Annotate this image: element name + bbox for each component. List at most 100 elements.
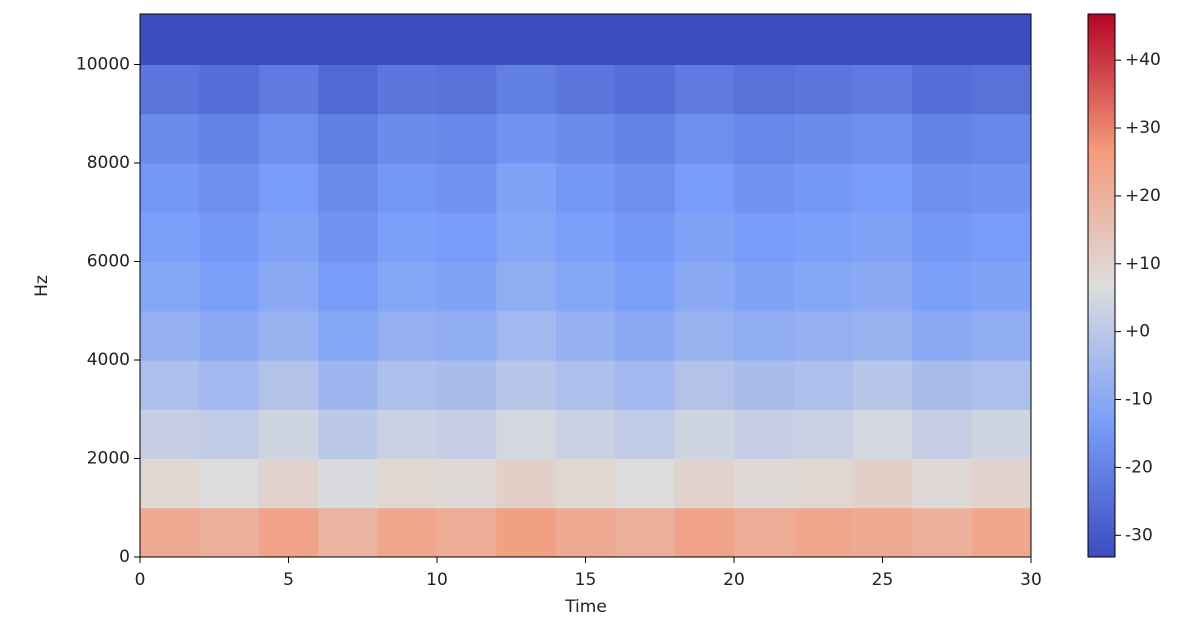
heatmap-cell [912,64,973,115]
heatmap-cell [377,261,438,312]
heatmap-cell [437,458,497,509]
heatmap-cell [199,162,260,213]
heatmap-cell [437,14,497,65]
heatmap-cell [377,113,438,164]
heatmap-cell [615,409,676,459]
heatmap-cell [555,409,616,459]
heatmap-cell [971,507,1032,558]
heatmap-cell [140,310,200,361]
colorbar-tick-label: +10 [1125,254,1161,274]
heatmap-cell [852,212,913,262]
heatmap-cell [615,113,676,164]
heatmap-cell [377,507,438,558]
x-tick-label: 25 [872,570,894,590]
heatmap-cell [199,310,260,361]
heatmap-cell [140,359,200,410]
heatmap-cell [377,14,438,65]
heatmap-cell [555,113,616,164]
heatmap-cell [912,409,973,459]
heatmap-cell [318,458,379,509]
heatmap-cell [496,458,557,509]
heatmap-cell [496,212,557,262]
heatmap-cell [734,64,794,115]
heatmap-cell [971,359,1032,410]
heatmap-cell [199,409,260,459]
heatmap-cell [199,507,260,558]
x-tick-label: 5 [283,570,294,590]
colorbar-tick-label: +30 [1125,118,1161,138]
heatmap-cell [971,261,1032,312]
heatmap-cell [140,64,200,115]
heatmap-cell [437,409,497,459]
heatmap-cell [615,261,676,312]
heatmap-cell [674,64,735,115]
colorbar-tick-label: +0 [1125,322,1150,342]
heatmap-cell [199,64,260,115]
heatmap-cell [258,113,319,164]
heatmap-cell [377,64,438,115]
heatmap-cell [912,310,973,361]
heatmap-cell [199,14,260,65]
heatmap-cell [793,507,854,558]
heatmap-cell [318,310,379,361]
heatmap-cell [793,113,854,164]
heatmap-cell [912,507,973,558]
heatmap-cell [971,64,1032,115]
heatmap-cell [615,162,676,213]
heatmap-cell [734,359,794,410]
heatmap-cell [734,162,794,213]
colorbar-tick-label: -10 [1125,390,1153,410]
heatmap-cell [496,113,557,164]
heatmap-cell [437,359,497,410]
colorbar-tick-label: -30 [1125,525,1153,545]
heatmap-cell [793,310,854,361]
heatmap-cell [496,64,557,115]
heatmap-cell [555,14,616,65]
heatmap-cell [140,409,200,459]
heatmap-cell [437,113,497,164]
heatmap-cell [496,162,557,213]
heatmap-cell [377,212,438,262]
heatmap-cell [674,261,735,312]
x-tick-label: 0 [135,570,146,590]
heatmap-cell [258,14,319,65]
x-tick-label: 10 [426,570,448,590]
heatmap-cell [258,359,319,410]
heatmap-cell [912,212,973,262]
heatmap-cell [555,359,616,410]
heatmap-cell [852,359,913,410]
heatmap-cell [318,409,379,459]
heatmap-cell [852,458,913,509]
heatmap-cell [318,162,379,213]
heatmap-cell [318,507,379,558]
heatmap-cell [140,212,200,262]
heatmap-cell [437,162,497,213]
heatmap-cell [437,310,497,361]
heatmap-cell [555,507,616,558]
heatmap-cell [971,458,1032,509]
heatmap-cell [912,113,973,164]
colorbar-tick-label: +40 [1125,50,1161,70]
y-tick-label: 6000 [87,251,130,271]
heatmap-cell [852,310,913,361]
heatmap-cell [318,113,379,164]
heatmap-cell [912,261,973,312]
heatmap-cell [674,458,735,509]
heatmap-cell [734,458,794,509]
heatmap-cell [852,162,913,213]
heatmap-cell [852,507,913,558]
heatmap-cell [258,310,319,361]
heatmap-cell [793,14,854,65]
heatmap-cell [258,261,319,312]
heatmap-cell [199,212,260,262]
heatmap-cell [674,409,735,459]
heatmap-cell [140,162,200,213]
heatmap-cell [258,162,319,213]
heatmap-cell [971,113,1032,164]
heatmap-cell [496,14,557,65]
heatmap-cell [437,64,497,115]
heatmap-cell [258,507,319,558]
heatmap-cell [734,310,794,361]
